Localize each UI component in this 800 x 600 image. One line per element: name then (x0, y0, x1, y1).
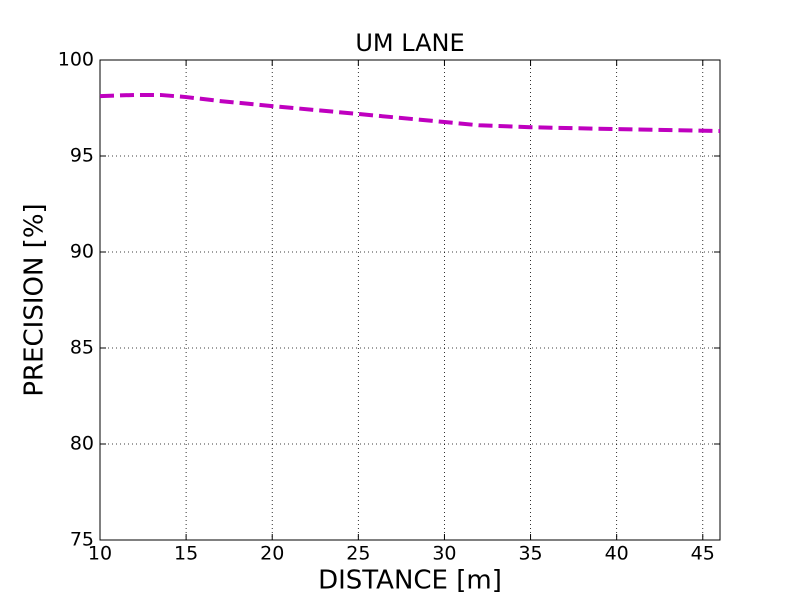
line (99, 92, 721, 134)
x-tick-label: 40 (605, 543, 629, 565)
y-tick-label: 95 (70, 145, 94, 167)
x-axis-label: DISTANCE [m] (318, 566, 502, 596)
plot-frame (99, 59, 721, 541)
x-tick-label: 30 (432, 543, 456, 565)
x-tick-label: 20 (260, 543, 284, 565)
x-tick-label: 45 (691, 543, 715, 565)
y-tick-label: 100 (58, 49, 94, 71)
y-tick-label: 80 (70, 433, 94, 455)
x-tick-label: 25 (346, 543, 370, 565)
y-tick-label: 75 (70, 529, 94, 551)
y-tick-label: 85 (70, 337, 94, 359)
y-tick-label: 90 (70, 241, 94, 263)
x-tick-label: 10 (88, 543, 112, 565)
y-axis-label: PRECISION [%] (20, 203, 50, 396)
x-tick-label: 35 (518, 543, 542, 565)
x-tick-label: 15 (174, 543, 198, 565)
chart-title: UM LANE (355, 29, 464, 57)
